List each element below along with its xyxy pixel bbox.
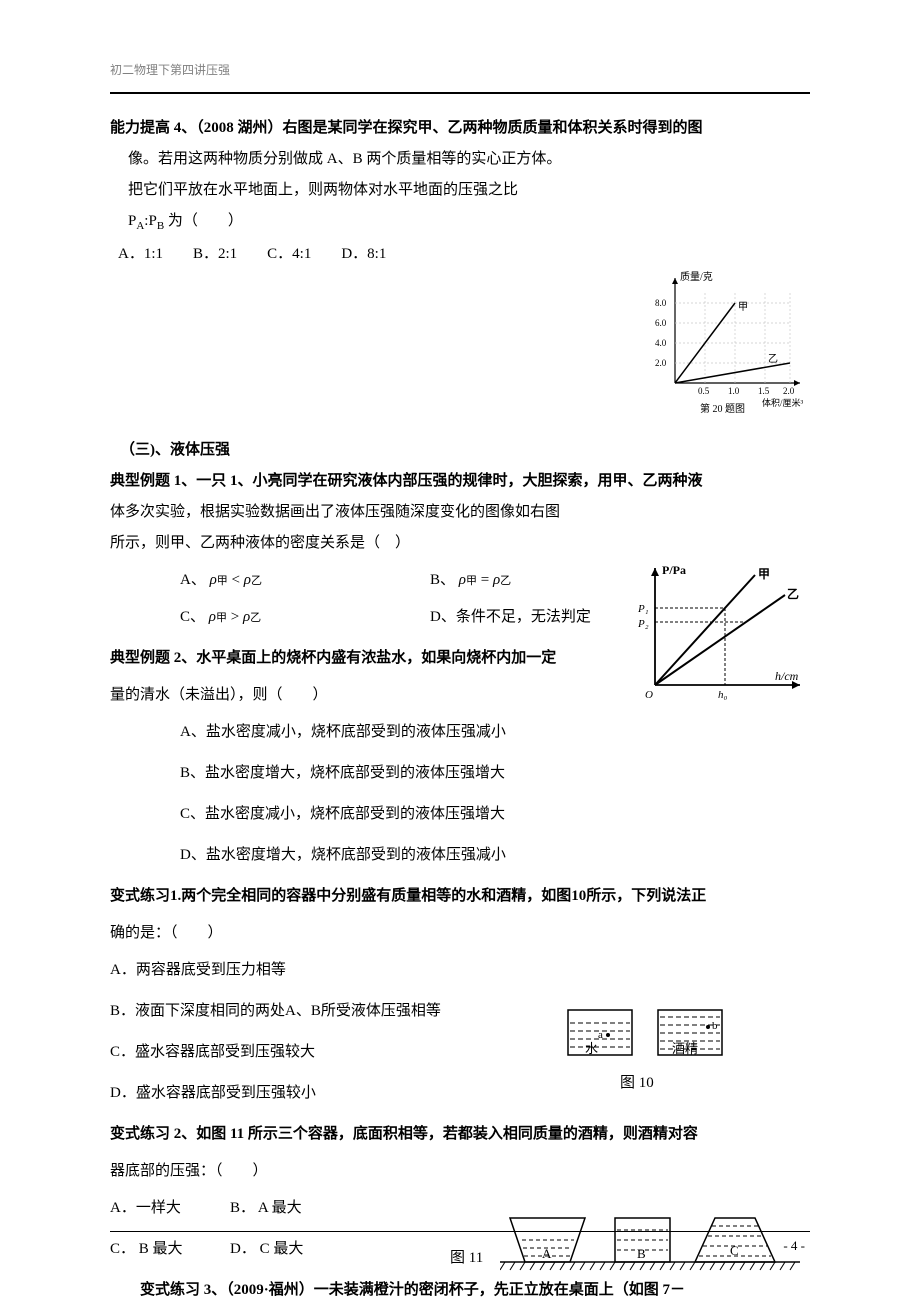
chart2: P/Pa h/cm P₁ P₂ h₀ 甲 乙 O (630, 560, 810, 705)
fig10-left: a 水 (560, 1005, 640, 1060)
svg-text:h/cm: h/cm (775, 669, 799, 683)
svg-text:P₂: P₂ (637, 618, 649, 630)
svg-text:1.5: 1.5 (758, 386, 770, 396)
svg-text:C: C (730, 1243, 739, 1258)
footer-divider (110, 1231, 810, 1232)
p5-lead: 变式练习 2、如图 11 所示三个容器，底面积相等，若都装入相同质量的酒精，则酒… (110, 1121, 810, 1148)
svg-text:0.5: 0.5 (698, 386, 710, 396)
svg-text:第 20 题图: 第 20 题图 (700, 402, 745, 413)
sec3-title: （三)、液体压强 (110, 437, 810, 464)
p5-l2: 器底部的压强：（ ） (110, 1158, 810, 1185)
p2-l3: 所示，则甲、乙两种液体的密度关系是（ ） (110, 530, 810, 557)
p3-d: D、盐水密度增大，烧杯底部受到的液体压强减小 (110, 842, 810, 869)
svg-text:a: a (598, 1029, 603, 1041)
fig10-right: b 酒精 (650, 1005, 730, 1060)
svg-text:水: 水 (585, 1041, 598, 1056)
svg-text:8.0: 8.0 (655, 298, 667, 308)
svg-text:6.0: 6.0 (655, 318, 667, 328)
p1-line1: 能力提高 4、（2008 湖州）右图是某同学在探究甲、乙两种物质质量和体积关系时… (110, 115, 810, 142)
p1-line4: PA:PB 为（ ） (110, 208, 810, 237)
p1-opts: A．1:1 B．2:1 C．4:1 D．8:1 (110, 241, 810, 268)
p2-lead: 典型例题 1、一只 1、小亮同学在研究液体内部压强的规律时，大胆探索，用甲、乙两… (110, 468, 810, 495)
p1-line2: 像。若用这两种物质分别做成 A、B 两个质量相等的实心正方体。 (110, 146, 810, 173)
page-content: 能力提高 4、（2008 湖州）右图是某同学在探究甲、乙两种物质质量和体积关系时… (110, 115, 810, 1308)
svg-text:A: A (542, 1246, 552, 1261)
svg-text:1.0: 1.0 (728, 386, 740, 396)
svg-text:P/Pa: P/Pa (662, 563, 686, 577)
svg-text:4.0: 4.0 (655, 338, 667, 348)
p4-a: A．两容器底受到压力相等 (110, 957, 810, 984)
page-number: - 4 - (783, 1234, 805, 1257)
fig11: A B C (500, 1210, 800, 1270)
svg-text:B: B (637, 1246, 646, 1261)
svg-text:质量/克: 质量/克 (680, 271, 713, 283)
p4-lead: 变式练习1.两个完全相同的容器中分别盛有质量相等的水和酒精，如图10所示，下列说… (110, 883, 810, 910)
p6-lead: 变式练习 3、（2009·福州）一未装满橙汁的密闭杯子，先正立放在桌面上（如图 … (110, 1277, 810, 1304)
p1-line3: 把它们平放在水平地面上，则两物体对水平地面的压强之比 (110, 177, 810, 204)
svg-text:体积/厘米³: 体积/厘米³ (762, 397, 804, 408)
p4-d: D．盛水容器底部受到压强较小 (110, 1080, 810, 1107)
svg-text:2.0: 2.0 (783, 386, 795, 396)
p3-b: B、盐水密度增大，烧杯底部受到的液体压强增大 (110, 760, 810, 787)
chart1: 2.0 4.0 6.0 8.0 0.5 1.0 1.5 2.0 质量/克 体积/… (650, 268, 810, 413)
svg-text:乙: 乙 (787, 587, 799, 601)
svg-text:O: O (645, 689, 653, 701)
p1-lead: 能力提高 4、（2008 湖州）右图是某同学在探究甲、乙两种物质质量和体积关系时… (110, 120, 703, 136)
p2-l2: 体多次实验，根据实验数据画出了液体压强随深度变化的图像如右图 (110, 499, 810, 526)
fig10-caption: 图 10 (620, 1070, 654, 1097)
svg-text:甲: 甲 (738, 302, 748, 313)
svg-text:2.0: 2.0 (655, 358, 667, 368)
svg-text:甲: 甲 (758, 567, 770, 581)
svg-text:b: b (712, 1020, 718, 1032)
svg-text:h₀: h₀ (718, 689, 728, 701)
svg-text:乙: 乙 (768, 353, 778, 365)
header-divider (110, 92, 810, 94)
p3-a: A、盐水密度减小，烧杯底部受到的液体压强减小 (110, 719, 810, 746)
svg-text:P₁: P₁ (637, 603, 649, 615)
p4-l2: 确的是：（ ） (110, 920, 810, 947)
fig11-caption: 图 11 (450, 1245, 483, 1272)
svg-text:酒精: 酒精 (672, 1041, 698, 1056)
doc-header: 初二物理下第四讲压强 (110, 60, 230, 82)
p3-c: C、盐水密度减小，烧杯底部受到的液体压强增大 (110, 801, 810, 828)
